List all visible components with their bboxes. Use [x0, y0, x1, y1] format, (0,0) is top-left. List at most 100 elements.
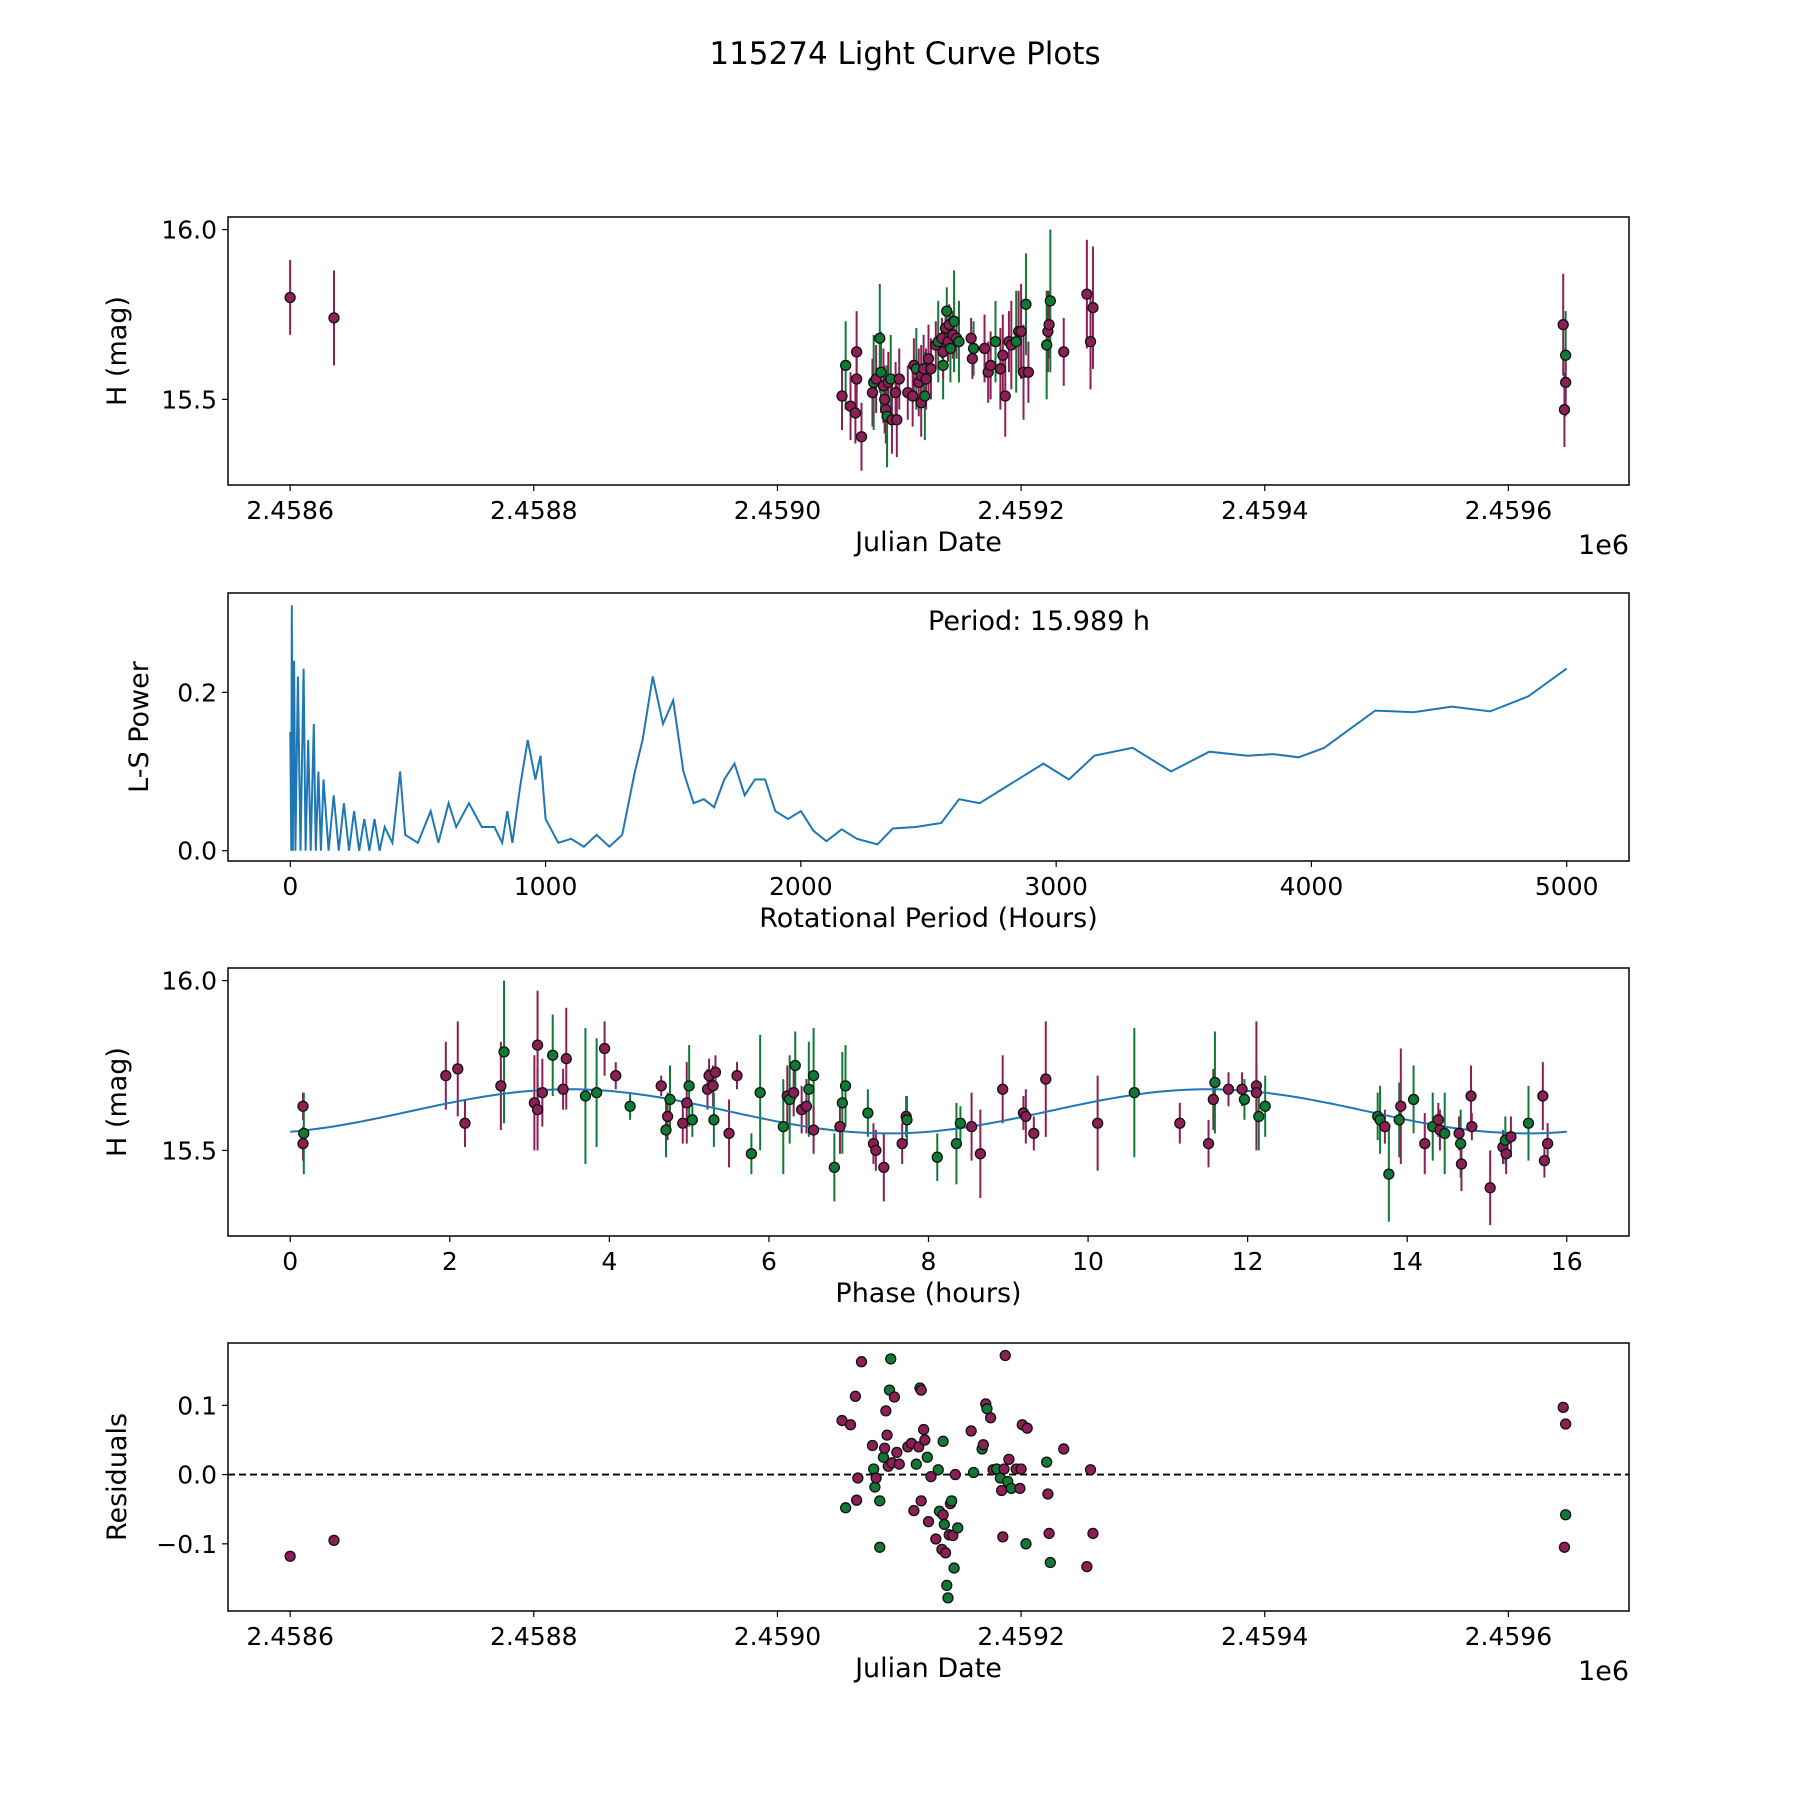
data-point	[1538, 1154, 1551, 1167]
data-point	[881, 1429, 893, 1441]
data-point	[1439, 1127, 1451, 1140]
data-point	[1238, 1093, 1251, 1106]
data-point	[984, 1412, 997, 1424]
period-annotation: Period: 15.989 h	[928, 606, 1150, 637]
data-point	[888, 1391, 901, 1403]
x-tick-label: 4000	[1280, 872, 1344, 901]
data-point	[836, 1097, 848, 1109]
plot-area	[290, 980, 1567, 1226]
data-point	[855, 431, 868, 443]
data-point	[977, 1439, 989, 1451]
data-point	[754, 1087, 766, 1099]
data-point	[709, 1066, 722, 1078]
data-point	[866, 386, 879, 399]
data-point	[878, 393, 891, 406]
data-point	[1484, 1182, 1496, 1194]
data-point	[836, 390, 848, 402]
data-point	[708, 1114, 720, 1126]
data-point	[1455, 1137, 1467, 1150]
data-point	[1560, 1509, 1572, 1521]
data-point	[1500, 1148, 1512, 1160]
data-point	[850, 346, 863, 358]
data-point	[989, 336, 1002, 348]
x-tick-label: 3000	[1024, 872, 1088, 901]
data-point	[452, 1063, 464, 1075]
data-point	[998, 1463, 1010, 1475]
data-point	[723, 1127, 735, 1140]
x-tick-label: 0	[282, 872, 298, 901]
data-point	[590, 1087, 603, 1099]
y-axis-label: Residuals	[102, 1413, 133, 1541]
data-point	[925, 1471, 937, 1483]
data-point	[1081, 1561, 1093, 1573]
data-point	[1250, 1087, 1263, 1099]
data-point	[953, 336, 965, 348]
data-point	[789, 1059, 801, 1072]
x-tick-label: 2.4592	[977, 496, 1064, 525]
data-point	[1014, 1482, 1026, 1495]
data-point	[660, 1124, 672, 1136]
data-point	[1041, 1456, 1053, 1468]
data-point	[807, 1070, 820, 1082]
data-point	[966, 352, 979, 365]
y-tick-label: 15.5	[161, 385, 217, 414]
data-point	[874, 1541, 886, 1553]
data-point	[889, 386, 902, 399]
data-point	[745, 1148, 758, 1160]
plot-area	[228, 1349, 1629, 1604]
data-point	[686, 1114, 698, 1126]
x-axis-label: Phase (hours)	[835, 1278, 1021, 1309]
plot-area	[289, 605, 1568, 851]
data-point	[840, 1502, 852, 1514]
data-point	[1455, 1158, 1468, 1170]
data-point	[1087, 1527, 1099, 1540]
data-point	[925, 363, 937, 375]
x-tick-label: 14	[1391, 1247, 1423, 1276]
data-point	[915, 1495, 927, 1507]
data-point	[907, 390, 919, 402]
data-point	[965, 1120, 978, 1133]
data-point	[1453, 1127, 1465, 1140]
figure-title: 115274 Light Curve Plots	[709, 36, 1100, 72]
data-point	[1020, 298, 1032, 310]
data-point	[949, 1468, 961, 1481]
data-point	[610, 1070, 622, 1082]
y-tick-label: 16.0	[161, 216, 217, 245]
x-tick-label: 16	[1551, 1247, 1583, 1276]
model-fit-curve	[290, 1088, 1567, 1135]
data-point	[852, 1472, 864, 1484]
x-axis-label: Julian Date	[853, 527, 1002, 558]
data-point	[1174, 1117, 1186, 1129]
panel-lomb-scargle-periodogram: 0 1000 2000 3000 4000 5000 0.0 0.2 Rotational Pe…	[124, 592, 1630, 934]
x-tick-label: 2.4588	[490, 1622, 577, 1651]
data-point	[896, 1137, 908, 1150]
data-point	[910, 1458, 922, 1470]
data-point	[1236, 1083, 1248, 1095]
data-point	[965, 332, 977, 344]
x-axis-label: Rotational Period (Hours)	[759, 903, 1098, 934]
panel-residuals-vs-date: 2.4586 2.4588 2.4590 2.4592 2.4594 2.4596 −0.1…	[102, 1342, 1630, 1687]
data-point	[1432, 1114, 1444, 1126]
x-tick-label: 4	[601, 1247, 617, 1276]
data-point	[938, 1518, 950, 1531]
data-point	[1541, 1137, 1554, 1150]
data-point	[1505, 1131, 1517, 1143]
data-point	[297, 1100, 309, 1112]
data-point	[922, 1516, 935, 1528]
data-point	[967, 1466, 980, 1479]
data-point	[974, 1148, 987, 1160]
data-point	[913, 1441, 925, 1453]
data-point	[839, 1080, 852, 1092]
data-point	[1560, 349, 1572, 361]
data-point	[1207, 1093, 1219, 1106]
x-tick-label: 2	[442, 1247, 458, 1276]
x-tick-label: 2.4590	[734, 496, 821, 525]
x-tick-label: 1000	[514, 872, 578, 901]
data-point	[531, 1039, 544, 1051]
x-tick-label: 2.4592	[977, 1622, 1064, 1651]
data-point	[807, 1124, 820, 1136]
data-point	[284, 1550, 296, 1562]
data-point	[284, 291, 296, 304]
x-tick-label: 2.4596	[1465, 1622, 1552, 1651]
